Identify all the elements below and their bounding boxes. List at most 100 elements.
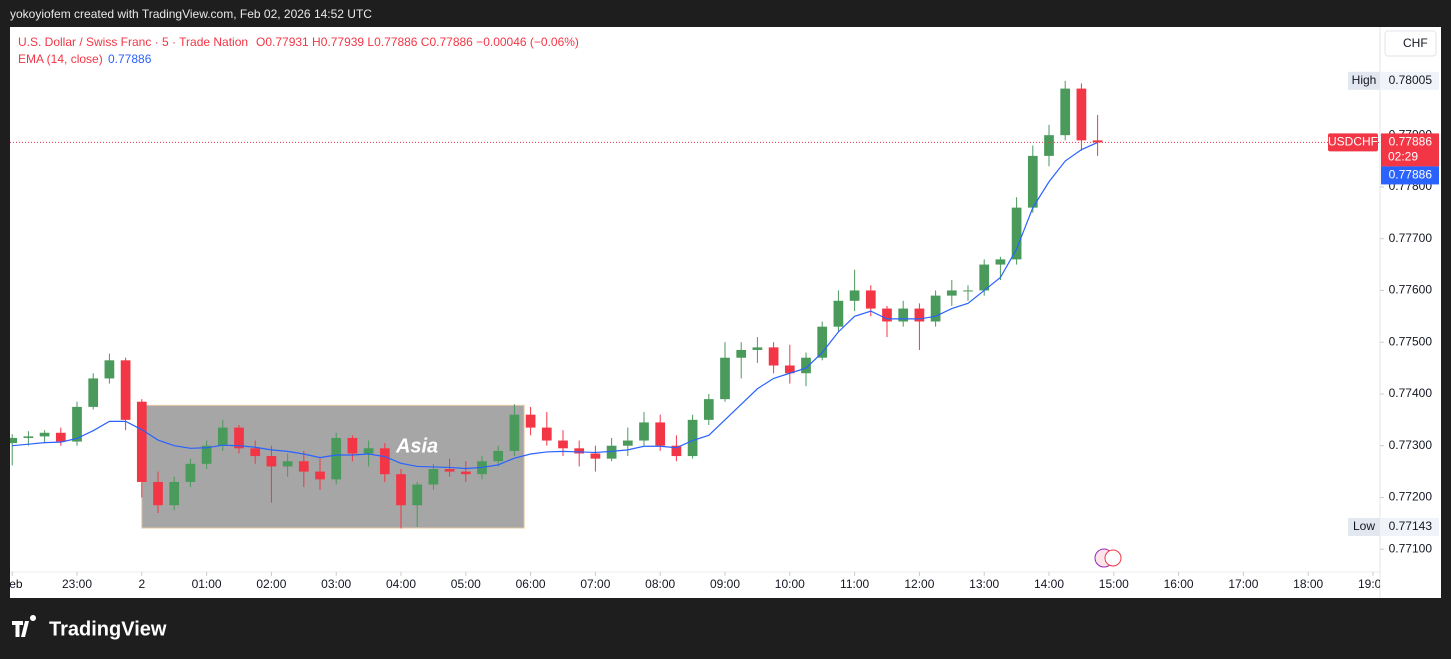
- candle-body: [606, 445, 617, 459]
- candle-body: [930, 295, 941, 322]
- x-tick-label: 13:00: [969, 577, 999, 591]
- candle-body: [849, 290, 860, 301]
- legend-ema-name: EMA (14, close): [18, 52, 103, 66]
- candle-body: [946, 290, 957, 296]
- candle-body: [217, 427, 228, 446]
- y-tick-label: 0.77700: [1389, 231, 1433, 245]
- x-tick-label: 18:00: [1293, 577, 1323, 591]
- low-tag-label: Low: [1353, 519, 1375, 533]
- candle-body: [979, 264, 990, 291]
- x-tick-label: 06:00: [516, 577, 546, 591]
- candle-body: [331, 437, 342, 480]
- candle-body: [298, 461, 309, 472]
- candle-body: [234, 427, 244, 449]
- brand: TradingView: [49, 618, 167, 640]
- ema-price: 0.77886: [1389, 168, 1433, 182]
- candle-body: [671, 445, 682, 457]
- x-tick-label: 02:00: [256, 577, 286, 591]
- x-tick-label: 10:00: [775, 577, 805, 591]
- x-tick-label: 14:00: [1034, 577, 1064, 591]
- candle-body: [493, 450, 504, 462]
- y-tick-label: 0.77100: [1389, 541, 1433, 555]
- candle-body: [315, 471, 325, 480]
- x-tick-label: 2: [138, 577, 145, 591]
- x-tick-label: 12:00: [904, 577, 934, 591]
- last-price-box: [1381, 133, 1439, 167]
- logo: TradingView: [12, 615, 167, 640]
- candle-body: [1044, 135, 1054, 156]
- candle-body: [136, 401, 147, 482]
- candle-body: [817, 326, 828, 358]
- candle-body: [23, 436, 34, 438]
- candle-body: [10, 437, 18, 444]
- high-tag-label: High: [1352, 73, 1377, 87]
- x-tick-label: 23:00: [62, 577, 92, 591]
- x-tick-label: 04:00: [386, 577, 416, 591]
- currency-button[interactable]: [1384, 30, 1437, 57]
- candle-body: [282, 461, 293, 467]
- candle-body: [882, 308, 892, 322]
- candle-body: [1011, 207, 1022, 260]
- x-tick-label: 09:00: [710, 577, 740, 591]
- candle-body: [153, 481, 163, 506]
- candle-body: [622, 440, 633, 446]
- candle-body: [396, 474, 406, 506]
- candle-body: [104, 360, 115, 379]
- candle-body: [120, 360, 131, 420]
- x-tick-label: Feb: [2, 577, 23, 591]
- candle-body: [914, 308, 925, 322]
- candle-body: [768, 347, 779, 366]
- candle-body: [266, 456, 277, 467]
- y-tick-label: 0.77400: [1389, 386, 1433, 400]
- legend-ema-value: 0.77886: [108, 52, 152, 66]
- candle-body: [379, 448, 390, 475]
- event-icon: [1104, 549, 1122, 567]
- candle-body: [639, 422, 649, 441]
- candle-body: [963, 290, 973, 292]
- logo-icon: [12, 615, 37, 637]
- countdown: 02:29: [1388, 150, 1418, 164]
- candle-body: [72, 406, 82, 442]
- last-price: 0.77886: [1389, 135, 1433, 149]
- candle-body: [995, 259, 1006, 265]
- ema-price-box: [1381, 166, 1439, 185]
- currency-label[interactable]: CHF: [1403, 36, 1428, 50]
- symbol-tag-label: USDCHF: [1328, 135, 1378, 149]
- header-text: yokoyiofem created with TradingView.com,…: [10, 7, 372, 21]
- candle-body: [1060, 88, 1071, 136]
- candle-body: [736, 349, 747, 358]
- candle-body: [363, 448, 374, 454]
- candle-body: [1092, 140, 1103, 143]
- legend-symbol: U.S. Dollar / Swiss Franc · 5 · Trade Na…: [18, 35, 248, 49]
- legend-ohlc: O0.77931 H0.77939 L0.77886 C0.77886 −0.0…: [256, 35, 579, 49]
- plot-area: Asia: [10, 80, 1380, 529]
- x-tick-label: 11:00: [840, 577, 869, 591]
- high-tag: [1348, 71, 1380, 90]
- x-tick-label: 19:00: [1358, 577, 1388, 591]
- candle-body: [833, 300, 844, 327]
- candle-body: [703, 399, 714, 420]
- candle-body: [865, 290, 876, 309]
- y-tick-label: 0.77500: [1389, 334, 1433, 348]
- candle-body: [898, 308, 909, 322]
- candle-body: [250, 448, 261, 457]
- candle-body: [784, 365, 795, 374]
- candle-body: [687, 419, 698, 457]
- candle-body: [444, 469, 455, 472]
- candle-body: [655, 422, 666, 446]
- x-tick-label: 17:00: [1228, 577, 1258, 591]
- candle-body: [525, 414, 536, 428]
- low-tag: [1348, 517, 1380, 536]
- candle-body: [574, 448, 585, 454]
- high-value-box: [1381, 71, 1439, 90]
- x-tick-label: 07:00: [580, 577, 610, 591]
- candle-body: [347, 437, 358, 454]
- candle-body: [412, 484, 423, 506]
- candle-body: [169, 481, 180, 506]
- candle-body: [1076, 88, 1087, 141]
- x-tick-label: 08:00: [645, 577, 675, 591]
- candle-body: [39, 432, 50, 437]
- candle-body: [720, 357, 730, 400]
